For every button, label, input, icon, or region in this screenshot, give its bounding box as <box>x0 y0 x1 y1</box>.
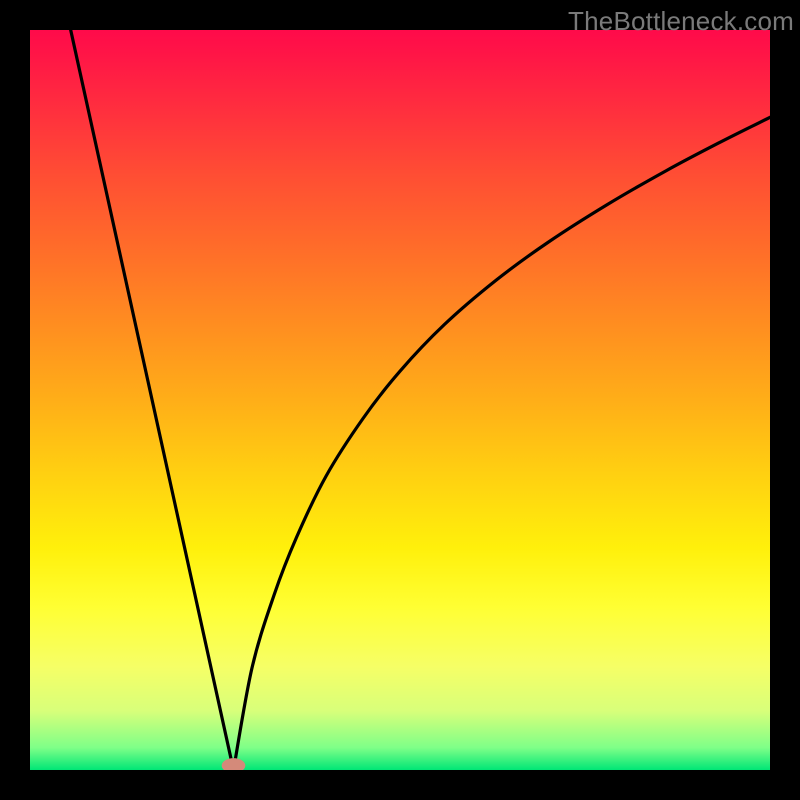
chart-stage: TheBottleneck.com <box>0 0 800 800</box>
bottleneck-chart <box>30 30 770 770</box>
gradient-background <box>30 30 770 770</box>
